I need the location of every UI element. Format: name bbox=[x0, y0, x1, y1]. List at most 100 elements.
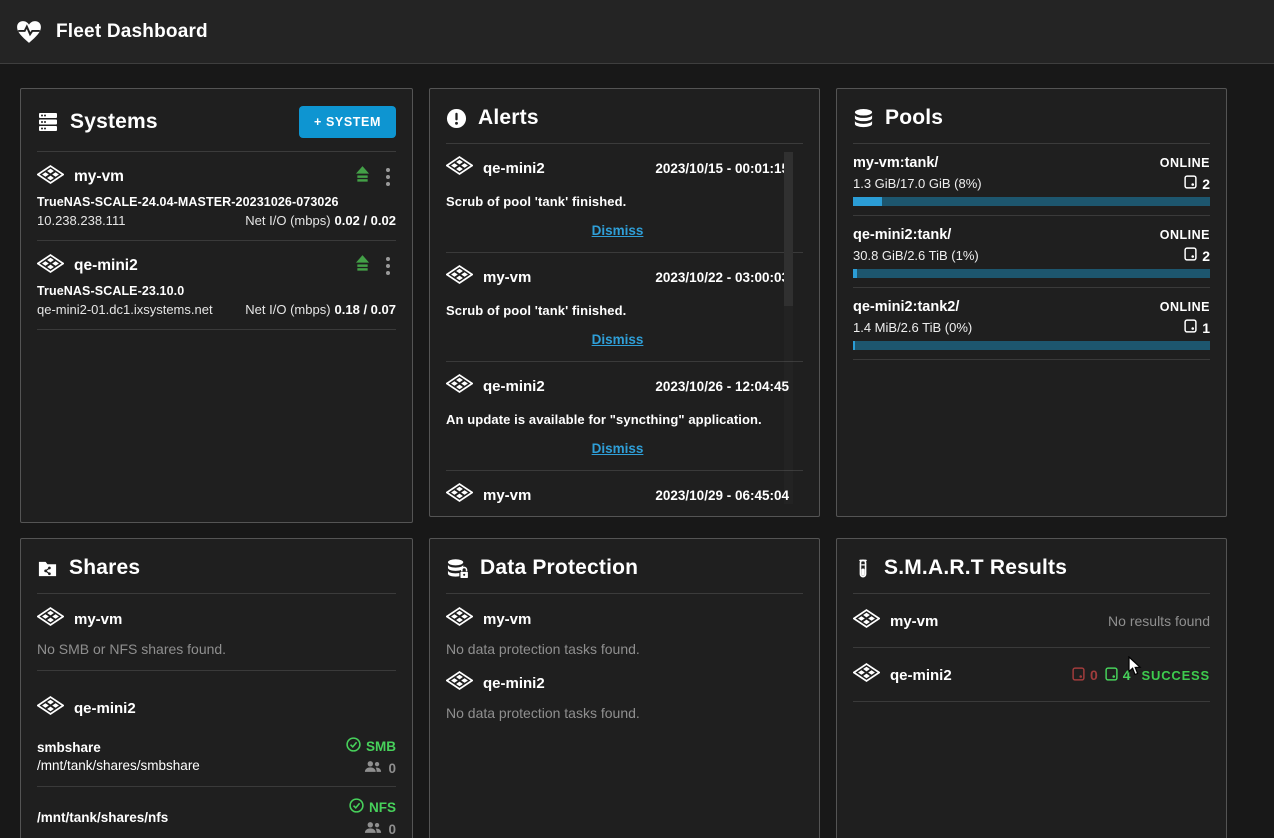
pools-card: Pools my-vm:tank/ ONLINE 1.3 GiB/17.0 Gi… bbox=[836, 88, 1227, 517]
hard-drive-icon bbox=[1072, 667, 1085, 684]
data-protection-card-title: Data Protection bbox=[480, 556, 639, 579]
pool-row: my-vm:tank/ ONLINE 1.3 GiB/17.0 GiB (8%)… bbox=[853, 144, 1210, 216]
add-system-button[interactable]: + SYSTEM bbox=[299, 106, 396, 138]
smart-results-card: S.M.A.R.T Results my-vm No results found… bbox=[836, 538, 1227, 838]
alerts-card: Alerts qe-mini2 2023/10/15 - 00:01:15 Sc… bbox=[429, 88, 820, 517]
pool-usage-bar bbox=[853, 269, 1210, 278]
pool-status: ONLINE bbox=[1159, 228, 1210, 242]
system-version: TrueNAS-SCALE-24.04-MASTER-20231026-0730… bbox=[37, 195, 339, 209]
smart-stats: 0 4 SUCCESS bbox=[1072, 667, 1210, 684]
heart-pulse-icon bbox=[16, 20, 42, 44]
pool-usage: 1.4 MiB/2.6 TiB (0%) bbox=[853, 320, 973, 335]
dismiss-link[interactable]: Dismiss bbox=[591, 332, 644, 347]
shares-card-title: Shares bbox=[69, 556, 141, 579]
share-name: smbshare bbox=[37, 740, 101, 755]
system-version: TrueNAS-SCALE-23.10.0 bbox=[37, 284, 185, 298]
pool-name: my-vm:tank/ bbox=[853, 155, 939, 171]
system-row-my-vm[interactable]: my-vm TrueNAS-SCALE-24.04-MASTER-2023102… bbox=[37, 152, 396, 241]
shares-empty-text: No SMB or NFS shares found. bbox=[37, 641, 396, 671]
alert-system: my-vm bbox=[483, 486, 532, 504]
kebab-menu-icon[interactable] bbox=[380, 166, 396, 188]
group-system-name: my-vm bbox=[483, 610, 532, 628]
pool-name: qe-mini2:tank/ bbox=[853, 227, 952, 243]
share-connections: 0 bbox=[364, 821, 396, 837]
truenas-logo-icon bbox=[37, 254, 64, 278]
smart-card-title: S.M.A.R.T Results bbox=[884, 556, 1068, 579]
alert-datetime: 2023/10/22 - 03:00:03 bbox=[655, 269, 789, 285]
share-group-qe-mini2: qe-mini2 smbshare /mnt/tank/shares/smbsh… bbox=[37, 683, 396, 838]
pool-usage-bar bbox=[853, 341, 1210, 350]
alert-item: my-vm 2023/10/29 - 06:45:04 Scrub of poo… bbox=[446, 471, 803, 516]
hard-drive-icon bbox=[1184, 247, 1197, 264]
page-title: Fleet Dashboard bbox=[56, 20, 208, 42]
dashboard-grid: Systems + SYSTEM my-vm TrueNAS-SCALE-24.… bbox=[0, 64, 1274, 838]
smart-row-my-vm: my-vm No results found bbox=[853, 594, 1210, 648]
pool-status: ONLINE bbox=[1159, 156, 1210, 170]
pool-status: ONLINE bbox=[1159, 300, 1210, 314]
dp-empty-text: No data protection tasks found. bbox=[446, 705, 640, 721]
smart-empty-text: No results found bbox=[1108, 613, 1210, 629]
dp-group-qe-mini2: qe-mini2 No data protection tasks found. bbox=[446, 669, 803, 721]
pool-usage-bar bbox=[853, 197, 1210, 206]
system-host: 10.238.238.111 bbox=[37, 213, 126, 228]
group-system-name: qe-mini2 bbox=[74, 699, 136, 717]
shares-card: Shares my-vm No SMB or NFS shares found.… bbox=[20, 538, 413, 838]
share-row-smb: smbshare /mnt/tank/shares/smbshare SMB 0 bbox=[37, 726, 396, 787]
share-group-my-vm: my-vm No SMB or NFS shares found. bbox=[37, 594, 396, 671]
smart-failed-count: 0 bbox=[1072, 667, 1098, 684]
dismiss-link[interactable]: Dismiss bbox=[591, 441, 644, 456]
truenas-logo-icon bbox=[37, 696, 64, 720]
share-path: /mnt/tank/shares/nfs bbox=[37, 810, 169, 825]
database-icon bbox=[853, 108, 874, 129]
alert-message: Scrub of pool 'tank' finished. bbox=[446, 194, 627, 209]
truenas-logo-icon bbox=[446, 483, 473, 507]
pool-name: qe-mini2:tank2/ bbox=[853, 299, 960, 315]
alert-datetime: 2023/10/26 - 12:04:45 bbox=[655, 378, 789, 394]
system-netio: Net I/O (mbps) 0.18 / 0.07 bbox=[245, 302, 396, 317]
pool-usage: 30.8 GiB/2.6 TiB (1%) bbox=[853, 248, 979, 263]
system-row-qe-mini2[interactable]: qe-mini2 TrueNAS-SCALE-23.10.0 qe-mini2-… bbox=[37, 241, 396, 330]
truenas-logo-icon bbox=[37, 165, 64, 189]
system-name: qe-mini2 bbox=[74, 257, 138, 274]
smart-system-name: my-vm bbox=[890, 612, 939, 630]
dp-group-my-vm: my-vm No data protection tasks found. bbox=[446, 594, 803, 657]
alert-message: An update is available for "syncthing" a… bbox=[446, 412, 762, 427]
hard-drive-icon bbox=[1184, 175, 1197, 192]
alert-datetime: 2023/10/29 - 06:45:04 bbox=[655, 487, 789, 503]
alert-item: my-vm 2023/10/22 - 03:00:03 Scrub of poo… bbox=[446, 253, 803, 362]
truenas-logo-icon bbox=[446, 671, 473, 695]
truenas-logo-icon bbox=[446, 607, 473, 631]
smart-status-badge: SUCCESS bbox=[1141, 667, 1210, 683]
pool-row: qe-mini2:tank2/ ONLINE 1.4 MiB/2.6 TiB (… bbox=[853, 288, 1210, 360]
alert-circle-icon bbox=[446, 108, 467, 129]
share-connections: 0 bbox=[364, 760, 396, 776]
group-system-name: qe-mini2 bbox=[483, 674, 545, 692]
alerts-scrollbar-thumb[interactable] bbox=[784, 152, 793, 306]
update-arrow-icon[interactable] bbox=[355, 255, 370, 277]
server-stack-icon bbox=[37, 111, 59, 133]
truenas-logo-icon bbox=[853, 609, 880, 633]
alert-datetime: 2023/10/15 - 00:01:15 bbox=[655, 160, 789, 176]
pool-disk-count: 1 bbox=[1184, 319, 1210, 336]
truenas-logo-icon bbox=[853, 663, 880, 687]
kebab-menu-icon[interactable] bbox=[380, 255, 396, 277]
dismiss-link[interactable]: Dismiss bbox=[591, 223, 644, 238]
update-arrow-icon[interactable] bbox=[355, 166, 370, 188]
pool-disk-count: 2 bbox=[1184, 175, 1210, 192]
group-system-name: my-vm bbox=[74, 610, 123, 628]
share-type-badge: SMB bbox=[346, 737, 396, 755]
alert-system: my-vm bbox=[483, 268, 532, 286]
alert-item: qe-mini2 2023/10/15 - 00:01:15 Scrub of … bbox=[446, 144, 803, 253]
people-icon bbox=[364, 821, 382, 837]
alert-item: qe-mini2 2023/10/26 - 12:04:45 An update… bbox=[446, 362, 803, 471]
test-tube-icon bbox=[853, 558, 873, 579]
smart-passed-count: 4 bbox=[1105, 667, 1131, 684]
systems-card-title: Systems bbox=[70, 110, 158, 133]
app-header: Fleet Dashboard bbox=[0, 0, 1274, 64]
smart-system-name: qe-mini2 bbox=[890, 666, 952, 684]
hard-drive-icon bbox=[1105, 667, 1118, 684]
folder-share-icon bbox=[37, 558, 58, 579]
alert-system: qe-mini2 bbox=[483, 377, 545, 395]
systems-card: Systems + SYSTEM my-vm TrueNAS-SCALE-24.… bbox=[20, 88, 413, 523]
pool-usage: 1.3 GiB/17.0 GiB (8%) bbox=[853, 176, 982, 191]
